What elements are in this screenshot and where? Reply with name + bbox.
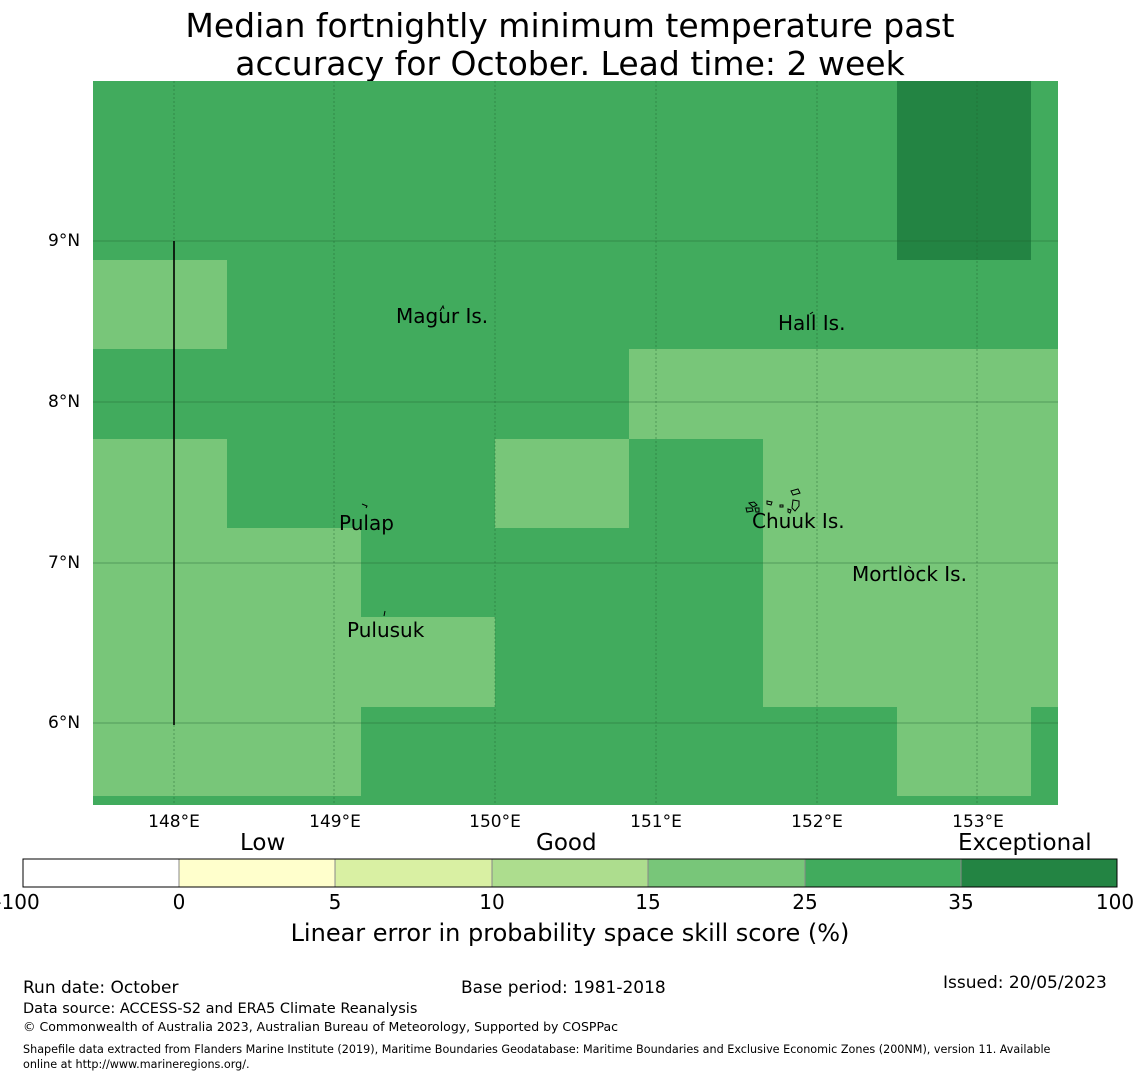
lon-label-153e: 153°E bbox=[952, 812, 1004, 832]
skill-map bbox=[93, 81, 1058, 805]
data-source: Data source: ACCESS-S2 and ERA5 Climate … bbox=[23, 1001, 418, 1017]
lon-label-150e: 150°E bbox=[469, 812, 521, 832]
chuuk-lagoon-shape bbox=[745, 488, 801, 514]
colorbar-swatch-neg100-0 bbox=[23, 859, 179, 887]
colorbar-tick: 0 bbox=[172, 890, 186, 914]
grid-cell-good bbox=[629, 349, 1058, 439]
grid-cell-exceptional bbox=[897, 81, 1031, 260]
place-label-magur: Magur Is. bbox=[396, 304, 489, 328]
grid-cell-good bbox=[763, 439, 1058, 707]
colorbar-label: Linear error in probability space skill … bbox=[290, 919, 850, 947]
colorbar-swatch-15-25 bbox=[648, 859, 805, 887]
colorbar-tick: 5 bbox=[328, 890, 342, 914]
grid-cell-good bbox=[495, 439, 629, 528]
colorbar-swatch-10-15 bbox=[492, 859, 648, 887]
lon-label-152e: 152°E bbox=[791, 812, 843, 832]
legend-category-exceptional: Exceptional bbox=[958, 830, 1092, 856]
place-label-pulusuk: Pulusuk bbox=[347, 618, 425, 642]
lat-label-9n: 9°N bbox=[48, 231, 81, 251]
lon-label-151e: 151°E bbox=[630, 812, 682, 832]
place-label-pulap: Pulap bbox=[339, 511, 394, 535]
colorbar-tick: 35 bbox=[948, 890, 974, 914]
lon-label-148e: 148°E bbox=[148, 812, 200, 832]
shapefile-credit-line-2: online at http://www.marineregions.org/. bbox=[23, 1058, 250, 1071]
colorbar-tick: -100 bbox=[0, 890, 40, 914]
colorbar-swatch-0-5 bbox=[179, 859, 335, 887]
shapefile-credit-line-1: Shapefile data extracted from Flanders M… bbox=[23, 1043, 1051, 1056]
parallels bbox=[93, 240, 1058, 724]
hall-island-shape bbox=[809, 311, 814, 315]
skill-grid bbox=[93, 81, 1058, 805]
lat-label-6n: 6°N bbox=[48, 713, 81, 733]
magur-island-shape bbox=[439, 304, 445, 312]
lat-label-7n: 7°N bbox=[48, 553, 81, 573]
legend-colorbar bbox=[22, 858, 1118, 888]
colorbar-swatch-5-10 bbox=[335, 859, 492, 887]
lon-label-149e: 149°E bbox=[309, 812, 361, 832]
map-title-line-2: accuracy for October. Lead time: 2 week bbox=[235, 44, 905, 83]
pulusuk-island-shape bbox=[383, 610, 386, 617]
place-label-chuuk: Chuuk Is. bbox=[752, 509, 845, 533]
place-label-mortlock: Mortlock Is. bbox=[852, 562, 967, 586]
issued-date: Issued: 20/05/2023 bbox=[943, 973, 1107, 993]
run-date: Run date: October bbox=[23, 978, 179, 998]
copyright-notice: © Commonwealth of Australia 2023, Austra… bbox=[23, 1019, 618, 1034]
colorbar-tick: 10 bbox=[479, 890, 505, 914]
grid-cell-good bbox=[897, 707, 1031, 796]
map-title-line-1: Median fortnightly minimum temperature p… bbox=[185, 6, 955, 45]
colorbar-swatch-25-35 bbox=[805, 859, 961, 887]
mortlock-island-shape bbox=[907, 565, 912, 569]
colorbar-outline bbox=[22, 858, 1118, 888]
place-label-hall: Hall Is. bbox=[778, 311, 846, 335]
grid-cell-good bbox=[93, 260, 227, 349]
legend-category-low: Low bbox=[240, 830, 286, 856]
grid-cell-good bbox=[93, 439, 227, 528]
legend-category-good: Good bbox=[536, 830, 597, 856]
lat-label-8n: 8°N bbox=[48, 392, 81, 412]
grid-cell-good bbox=[93, 528, 361, 796]
colorbar-tick: 15 bbox=[635, 890, 661, 914]
colorbar-tick: 25 bbox=[792, 890, 818, 914]
island-outlines bbox=[361, 304, 912, 617]
base-period: Base period: 1981-2018 bbox=[461, 978, 666, 998]
colorbar-swatch-35-100 bbox=[961, 859, 1117, 887]
pulap-island-shape bbox=[361, 503, 368, 509]
grid-cell-good bbox=[361, 617, 495, 707]
colorbar-tick: 100 bbox=[1095, 890, 1135, 914]
